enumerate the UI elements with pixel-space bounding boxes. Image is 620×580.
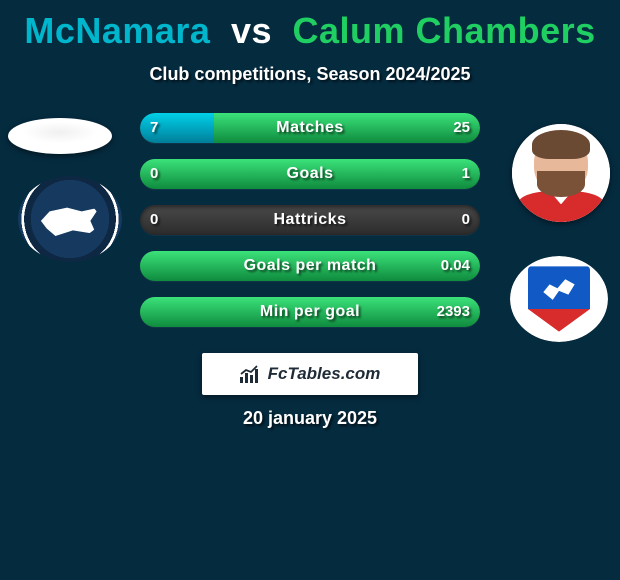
season-subtitle: Club competitions, Season 2024/2025 [0, 64, 620, 85]
stat-label: Goals per match [140, 251, 480, 281]
cardiff-badge-icon [510, 256, 608, 342]
stat-row: 0.04Goals per match [140, 251, 480, 281]
player2-face-placeholder [512, 124, 610, 222]
stat-label: Goals [140, 159, 480, 189]
stat-label: Matches [140, 113, 480, 143]
snapshot-date: 20 january 2025 [0, 408, 620, 429]
stat-label: Min per goal [140, 297, 480, 327]
player2-club-badge [510, 256, 608, 342]
player2-name: Calum Chambers [293, 10, 596, 51]
brand-text: FcTables.com [268, 364, 381, 384]
player1-name: McNamara [24, 10, 210, 51]
millwall-badge-icon [18, 176, 122, 262]
stats-bar-list: 725Matches 01Goals 00Hattricks 0.04Goals pe… [140, 113, 480, 343]
stat-row: 2393Min per goal [140, 297, 480, 327]
stat-row: 01Goals [140, 159, 480, 189]
player1-club-badge [18, 176, 122, 262]
stat-row: 00Hattricks [140, 205, 480, 235]
stat-row: 725Matches [140, 113, 480, 143]
brand-box[interactable]: FcTables.com [202, 353, 418, 395]
stat-label: Hattricks [140, 205, 480, 235]
player2-avatar [512, 124, 610, 222]
vs-label: vs [231, 10, 272, 51]
player1-avatar [8, 118, 112, 154]
comparison-title: McNamara vs Calum Chambers [0, 0, 620, 52]
brand-bar-icon [240, 365, 262, 383]
